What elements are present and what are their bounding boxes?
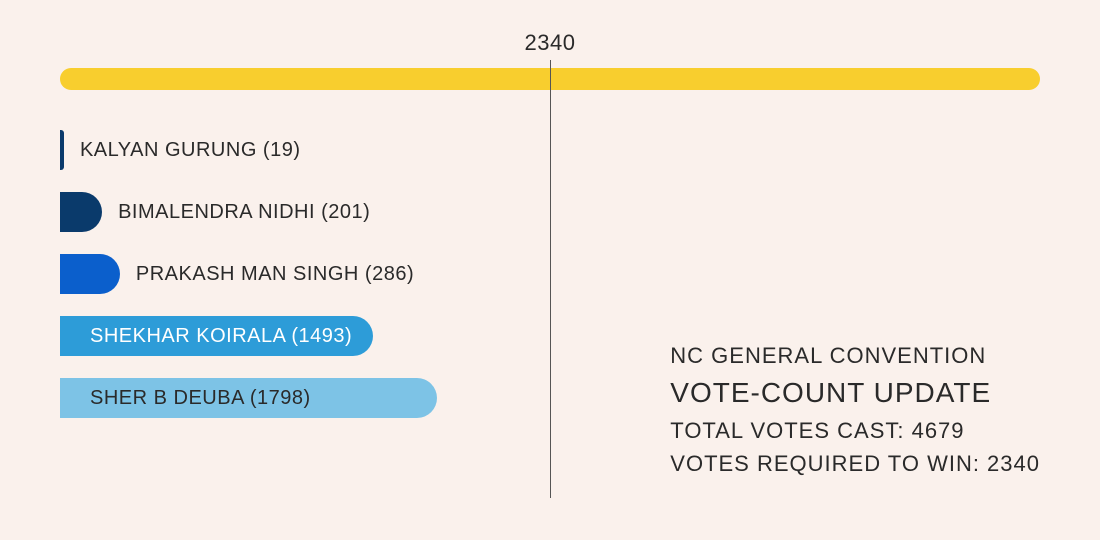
info-votes-required: VOTES REQUIRED TO WIN: 2340 xyxy=(670,447,1040,480)
info-total-votes: TOTAL VOTES CAST: 4679 xyxy=(670,414,1040,447)
threshold-label: 2340 xyxy=(525,30,576,56)
candidate-label: KALYAN GURUNG (19) xyxy=(80,130,301,170)
candidate-bar xyxy=(60,254,120,294)
info-box: NC GENERAL CONVENTION VOTE-COUNT UPDATE … xyxy=(670,339,1040,480)
candidate-label: SHER B DEUBA (1798) xyxy=(90,378,311,418)
threshold-line xyxy=(550,60,551,498)
info-title-2: VOTE-COUNT UPDATE xyxy=(670,372,1040,414)
candidate-bar xyxy=(60,192,102,232)
candidate-bar xyxy=(60,130,64,170)
candidate-label: BIMALENDRA NIDHI (201) xyxy=(118,192,370,232)
candidate-label: PRAKASH MAN SINGH (286) xyxy=(136,254,414,294)
info-title-1: NC GENERAL CONVENTION xyxy=(670,339,1040,372)
candidate-label: SHEKHAR KOIRALA (1493) xyxy=(90,316,352,356)
